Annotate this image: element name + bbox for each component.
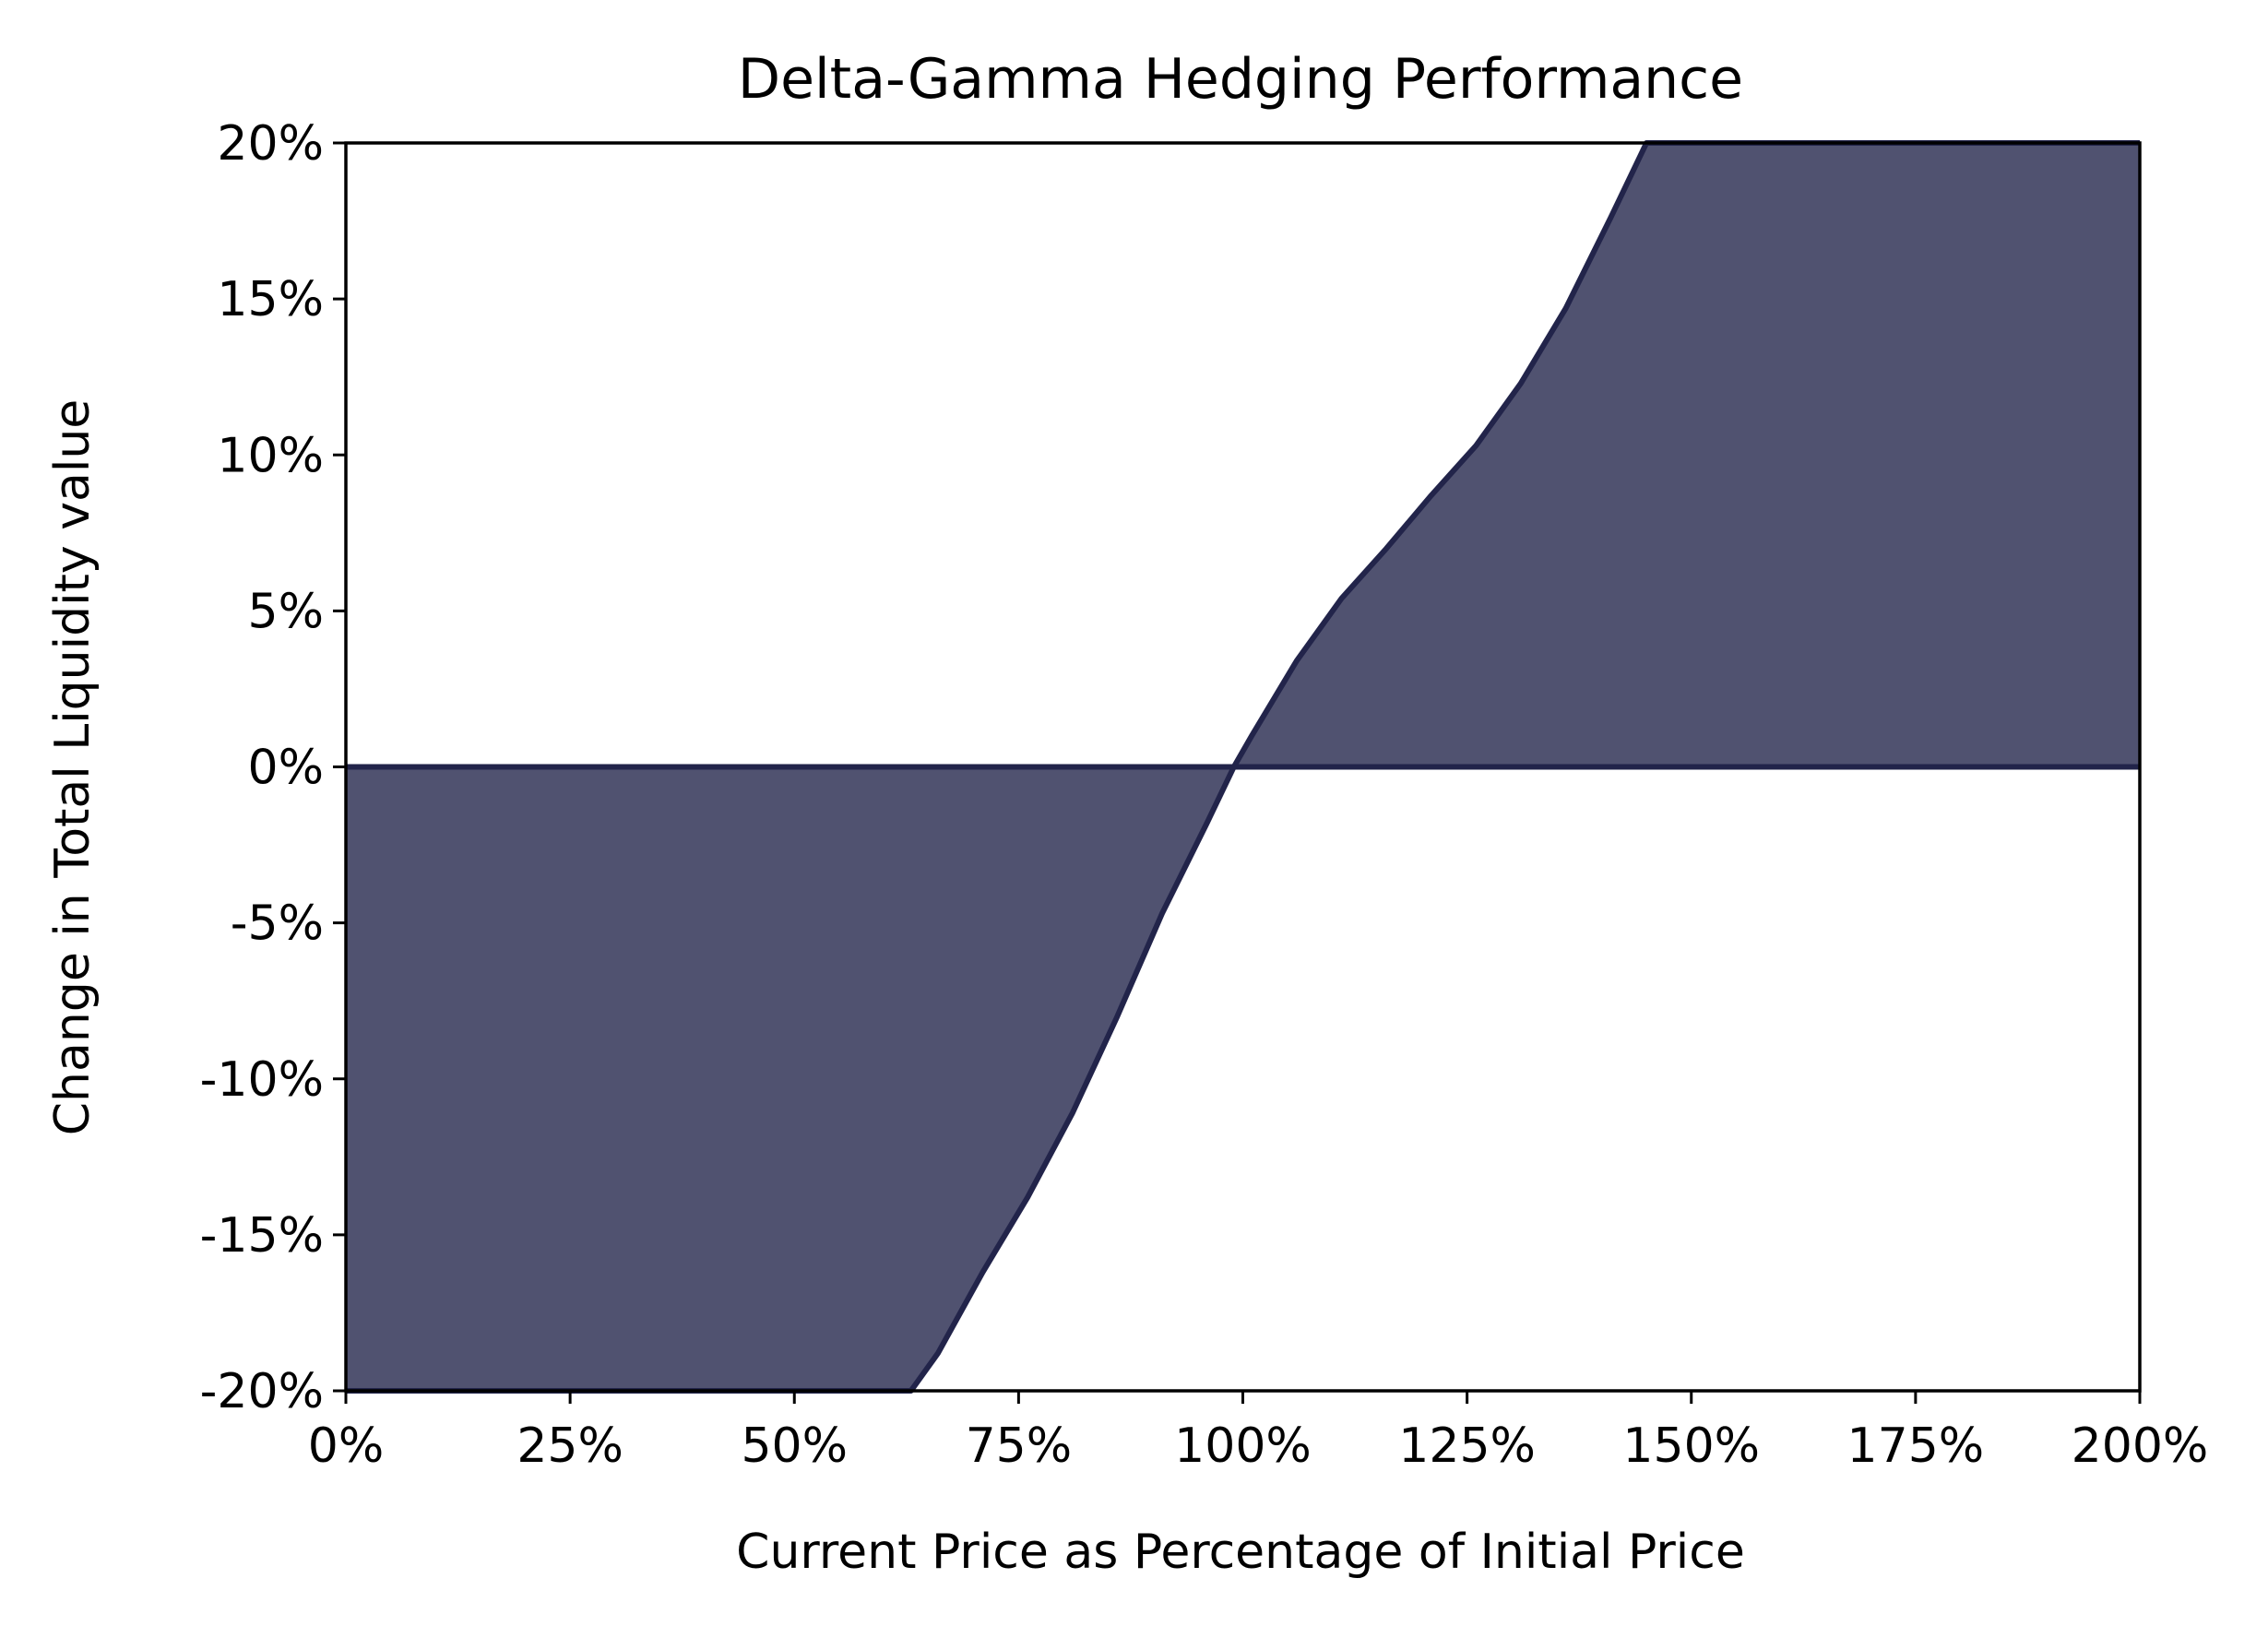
x-axis-label: Current Price as Percentage of Initial P… [736, 1525, 1745, 1580]
plot-area [344, 140, 2142, 1394]
x-tick-label: 100% [1174, 1418, 1312, 1474]
x-tick-label: 25% [517, 1418, 623, 1474]
x-tick-label: 75% [966, 1418, 1073, 1474]
x-tick-label: 0% [308, 1418, 385, 1474]
series-line [346, 140, 2140, 1394]
y-tick-label: -20% [200, 1364, 324, 1419]
y-tick-label: -15% [200, 1208, 324, 1264]
y-axis-ticks: 20% 15% 10% 5% 0% -5% -10% -15% -20% [200, 116, 346, 1419]
x-tick-label: 50% [741, 1418, 848, 1474]
x-tick-label: 200% [2072, 1418, 2209, 1474]
y-tick-label: -10% [200, 1052, 324, 1108]
x-tick-label: 150% [1622, 1418, 1760, 1474]
y-tick-label: 20% [217, 116, 324, 172]
y-tick-label: -5% [231, 896, 324, 952]
x-axis-ticks: 0% 25% 50% 75% 100% 125% 150% 175% 200% [308, 1391, 2209, 1474]
x-tick-label: 125% [1398, 1418, 1536, 1474]
y-tick-label: 15% [217, 272, 324, 327]
y-tick-label: 10% [217, 428, 324, 483]
y-tick-label: 5% [248, 584, 325, 639]
y-axis-label: Change in Total Liquidity value [45, 399, 101, 1136]
x-tick-label: 175% [1847, 1418, 1985, 1474]
y-tick-label: 0% [248, 741, 325, 796]
chart-title: Delta-Gamma Hedging Performance [738, 47, 1743, 112]
